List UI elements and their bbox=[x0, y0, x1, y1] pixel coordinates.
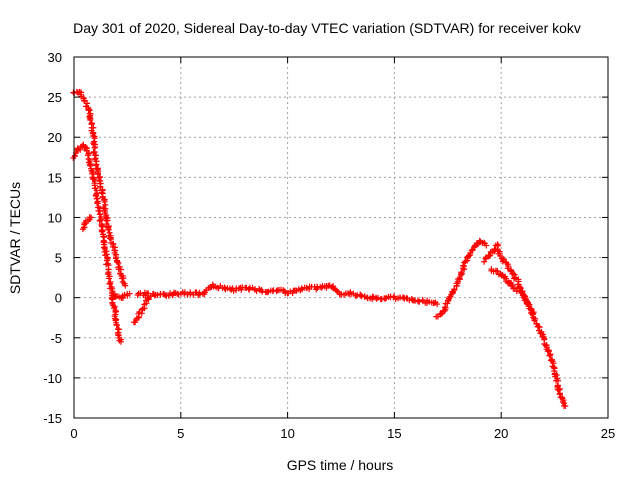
data-point bbox=[117, 338, 124, 345]
data-point bbox=[437, 311, 444, 318]
data-point bbox=[87, 116, 94, 123]
data-point bbox=[114, 258, 121, 265]
data-point bbox=[109, 290, 116, 297]
x-tick-label: 25 bbox=[601, 426, 615, 441]
data-point bbox=[399, 294, 406, 301]
data-point bbox=[444, 298, 451, 305]
data-point bbox=[434, 301, 441, 308]
data-point bbox=[458, 269, 465, 276]
data-points bbox=[70, 88, 569, 409]
x-tick-label: 5 bbox=[177, 426, 184, 441]
data-point bbox=[106, 235, 113, 242]
data-point bbox=[105, 226, 112, 233]
data-point bbox=[101, 198, 108, 205]
data-point bbox=[106, 280, 113, 287]
data-point bbox=[491, 246, 498, 253]
data-point bbox=[511, 274, 518, 281]
axis-ticks: 0 5 10 15 20 25 -15 -10 -5 0 5 10 15 20 25 30 bbox=[43, 50, 615, 441]
data-point bbox=[115, 331, 122, 338]
data-point bbox=[88, 214, 95, 221]
data-point bbox=[562, 402, 569, 409]
data-point bbox=[357, 292, 364, 299]
data-point bbox=[375, 294, 382, 301]
y-tick-label: 15 bbox=[48, 170, 62, 185]
x-tick-label: 10 bbox=[280, 426, 294, 441]
data-point bbox=[431, 300, 438, 307]
data-point bbox=[520, 294, 527, 301]
y-tick-label: 30 bbox=[48, 50, 62, 65]
data-point bbox=[84, 152, 91, 159]
data-point bbox=[416, 298, 423, 305]
y-tick-label: 0 bbox=[55, 291, 62, 306]
x-tick-label: 20 bbox=[494, 426, 508, 441]
data-point bbox=[96, 217, 103, 224]
y-tick-label: -10 bbox=[43, 371, 62, 386]
data-point bbox=[98, 189, 105, 196]
data-point bbox=[98, 228, 105, 235]
data-point bbox=[556, 390, 563, 397]
data-point bbox=[531, 317, 538, 324]
y-tick-label: -5 bbox=[50, 331, 62, 346]
data-point bbox=[333, 287, 340, 294]
data-point bbox=[122, 282, 129, 289]
data-point bbox=[137, 290, 144, 297]
data-point bbox=[105, 275, 112, 282]
data-point bbox=[100, 244, 107, 251]
grid-lines bbox=[74, 57, 608, 418]
data-point bbox=[559, 399, 566, 406]
data-point bbox=[85, 107, 92, 114]
data-point bbox=[91, 141, 98, 148]
data-point bbox=[465, 252, 472, 259]
data-point bbox=[71, 152, 78, 159]
y-tick-label: 10 bbox=[48, 210, 62, 225]
y-tick-label: 25 bbox=[48, 90, 62, 105]
x-tick-label: 15 bbox=[387, 426, 401, 441]
data-point bbox=[546, 352, 553, 359]
data-point bbox=[527, 306, 534, 313]
data-point bbox=[513, 288, 520, 295]
data-point bbox=[555, 387, 562, 394]
data-point bbox=[126, 290, 133, 297]
data-point bbox=[499, 258, 506, 265]
data-point bbox=[103, 257, 110, 264]
data-point bbox=[530, 310, 537, 317]
chart-title: Day 301 of 2020, Sidereal Day-to-day VTE… bbox=[73, 20, 581, 36]
data-point bbox=[494, 241, 501, 248]
data-point bbox=[92, 155, 99, 162]
data-point bbox=[483, 242, 490, 249]
x-tick-label: 0 bbox=[70, 426, 77, 441]
data-point bbox=[95, 207, 102, 214]
y-tick-label: 20 bbox=[48, 130, 62, 145]
y-axis-label: SDTVAR / TECUs bbox=[7, 182, 23, 294]
x-axis-label: GPS time / hours bbox=[287, 457, 394, 473]
data-point bbox=[547, 351, 554, 358]
data-point bbox=[187, 290, 194, 297]
data-point bbox=[509, 281, 516, 288]
data-point bbox=[84, 100, 91, 107]
data-point bbox=[456, 275, 463, 282]
data-point bbox=[494, 268, 501, 275]
data-point bbox=[96, 211, 103, 218]
y-tick-label: 5 bbox=[55, 251, 62, 266]
data-point bbox=[112, 254, 119, 261]
plot-area-frame bbox=[73, 56, 609, 419]
data-point bbox=[113, 321, 120, 328]
y-tick-label: -15 bbox=[43, 411, 62, 426]
